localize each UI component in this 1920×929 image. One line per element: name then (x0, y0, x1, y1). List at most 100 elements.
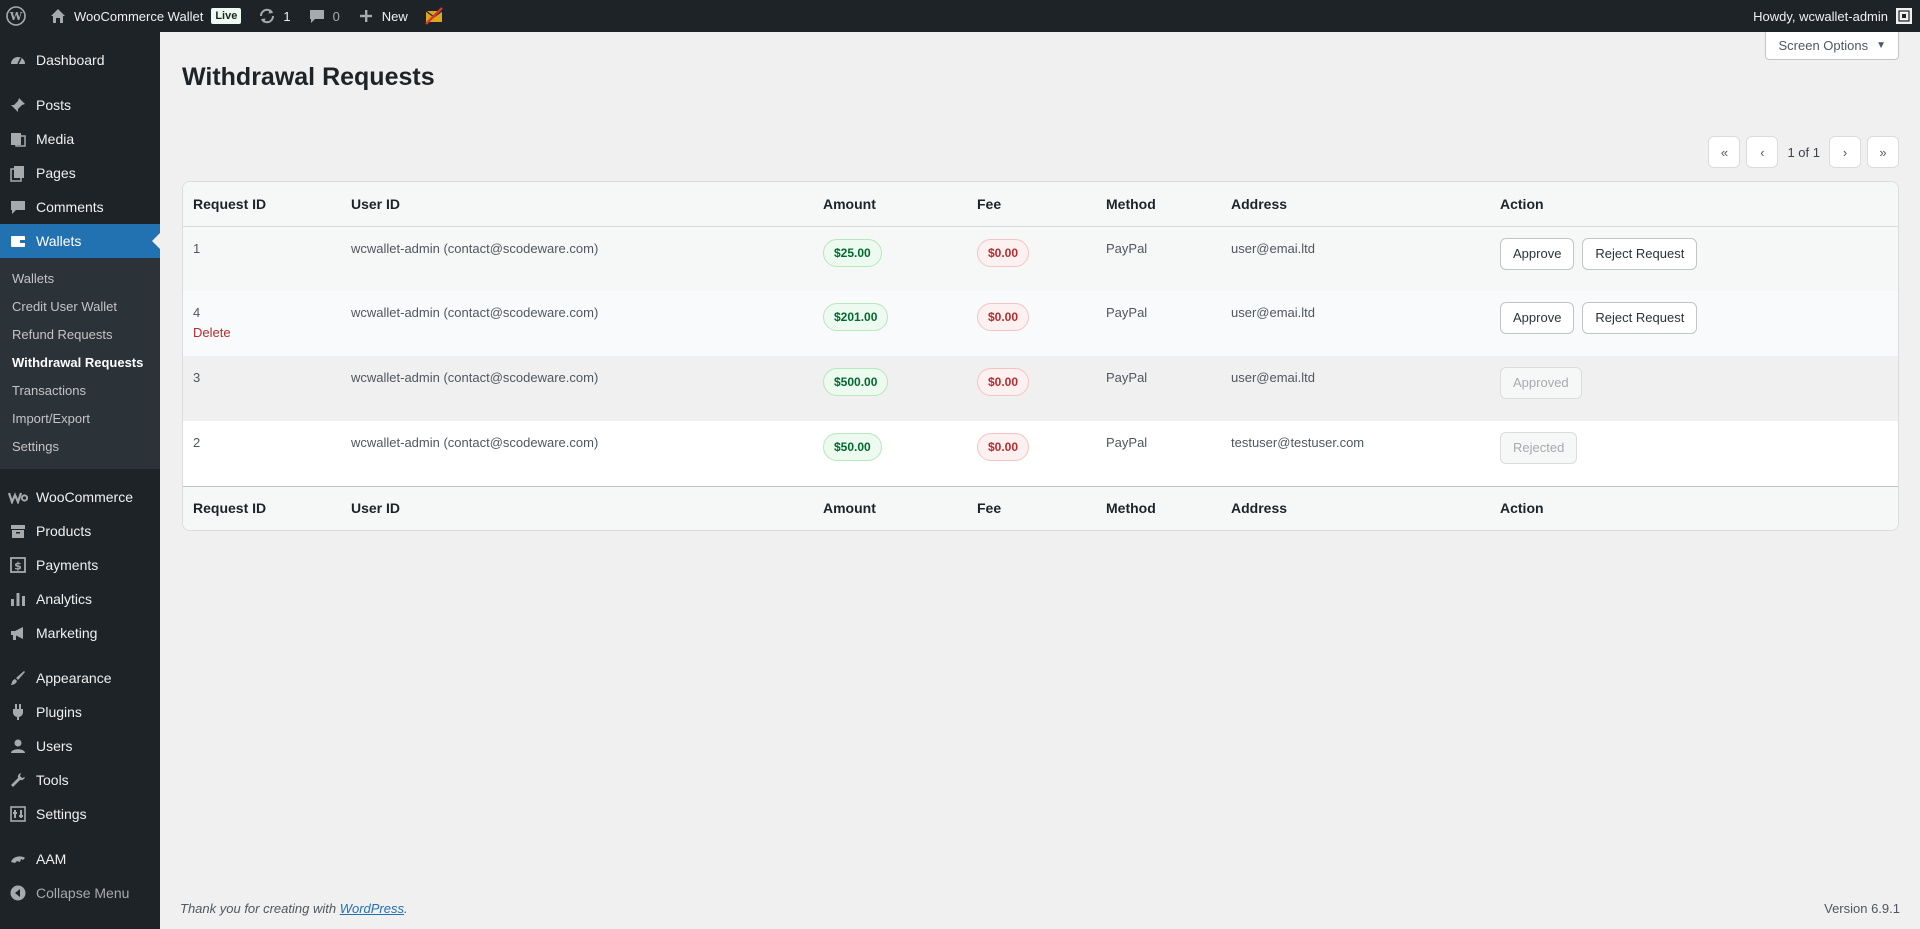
sidebar-item-label: Products (36, 523, 92, 539)
home-icon (48, 6, 68, 26)
sidebar-item-label: Settings (36, 806, 87, 822)
delete-link[interactable]: Delete (193, 325, 231, 340)
site-name-link[interactable]: WooCommerce Wallet Live (40, 0, 249, 32)
pages-icon (8, 163, 28, 183)
new-content-link[interactable]: New (348, 0, 416, 32)
sidebar-item-woocommerce[interactable]: WooCommerce (0, 480, 160, 514)
approve-button[interactable]: Approve (1500, 237, 1575, 270)
sidebar-item-pages[interactable]: Pages (0, 156, 160, 190)
reject-request-button[interactable]: Reject Request (1582, 237, 1698, 270)
request-id: 1 (193, 240, 201, 256)
column-footer-address: Address (1221, 485, 1490, 530)
submenu-item-transactions[interactable]: Transactions (12, 383, 86, 398)
request-id: 2 (193, 435, 201, 450)
pin-icon (8, 95, 28, 115)
method: PayPal (1096, 291, 1221, 356)
submenu-item-refund-requests[interactable]: Refund Requests (12, 327, 113, 342)
sidebar-item-label: Analytics (36, 591, 93, 607)
column-header-method: Method (1096, 182, 1221, 227)
sidebar-item-label: Pages (36, 165, 76, 181)
sidebar-item-label: Appearance (36, 670, 112, 686)
user-id: wcwallet-admin (contact@scodeware.com) (341, 226, 813, 291)
wordpress-link[interactable]: WordPress (339, 901, 404, 916)
submenu-item-import-export[interactable]: Import/Export (12, 411, 91, 426)
dashboard-icon (8, 50, 28, 70)
sidebar-item-marketing[interactable]: Marketing (0, 616, 160, 650)
updates-icon (257, 6, 277, 26)
new-label: New (381, 8, 408, 24)
footer-thanks-suffix: . (404, 901, 408, 916)
column-footer-method: Method (1096, 485, 1221, 530)
footer-thanks: Thank you for creating with WordPress. (180, 901, 408, 916)
sidebar-item-label: Tools (36, 772, 69, 788)
admin-bar: W WooCommerce Wallet Live 1 0 New Howdy,… (0, 0, 1920, 32)
submenu-item-settings[interactable]: Settings (12, 439, 59, 454)
column-footer-fee: Fee (967, 485, 1096, 530)
fee-badge: $0.00 (977, 368, 1030, 396)
submenu-item-withdrawal-requests[interactable]: Withdrawal Requests (12, 355, 144, 370)
mail-status-link[interactable] (416, 0, 458, 32)
column-header-fee: Fee (967, 182, 1096, 227)
address: user@emai.ltd (1221, 291, 1490, 356)
sidebar-item-settings[interactable]: Settings (0, 797, 160, 831)
submenu-item-credit-user-wallet[interactable]: Credit User Wallet (12, 299, 117, 314)
comments-link[interactable]: 0 (299, 0, 348, 32)
method: PayPal (1096, 356, 1221, 421)
sidebar-item-products[interactable]: Products (0, 514, 160, 548)
prev-page-button[interactable]: ‹ (1746, 136, 1779, 168)
wrench-icon (8, 770, 28, 790)
my-account-link[interactable]: Howdy, wcwallet-admin (1745, 0, 1920, 32)
sidebar-item-label: Users (36, 738, 73, 754)
table-row: 1 wcwallet-admin (contact@scodeware.com)… (183, 226, 1898, 291)
sidebar-item-label: Comments (36, 199, 104, 215)
comments-count: 0 (332, 8, 340, 24)
sidebar-item-media[interactable]: Media (0, 122, 160, 156)
sidebar-item-label: WooCommerce (36, 489, 133, 505)
wordpress-logo-button[interactable]: W (0, 0, 40, 32)
collapse-icon (8, 883, 28, 903)
updates-link[interactable]: 1 (249, 0, 298, 32)
plug-icon (8, 702, 28, 722)
request-id: 4 (193, 305, 201, 320)
sidebar-item-aam[interactable]: AAM (0, 842, 160, 876)
avatar (1896, 8, 1912, 24)
live-badge: Live (211, 8, 242, 24)
screen-options-button[interactable]: Screen Options ▼ (1765, 32, 1899, 60)
sidebar-item-dashboard[interactable]: Dashboard (0, 43, 160, 77)
reject-request-button[interactable]: Reject Request (1582, 302, 1698, 334)
collapse-menu-button[interactable]: Collapse Menu (0, 876, 160, 910)
plus-icon (356, 6, 376, 26)
address: testuser@testuser.com (1221, 421, 1490, 486)
sidebar-item-analytics[interactable]: Analytics (0, 582, 160, 616)
amount-badge: $50.00 (823, 433, 882, 461)
column-footer-amount: Amount (813, 485, 967, 530)
sidebar-item-tools[interactable]: Tools (0, 763, 160, 797)
sidebar-item-appearance[interactable]: Appearance (0, 661, 160, 695)
sidebar-item-label: Posts (36, 97, 72, 113)
svg-text:$: $ (14, 560, 22, 573)
address: user@emai.ltd (1221, 356, 1490, 421)
method: PayPal (1096, 226, 1221, 291)
sidebar-item-comments[interactable]: Comments (0, 190, 160, 224)
next-page-button[interactable]: › (1829, 136, 1861, 168)
settings-icon (8, 804, 28, 824)
first-page-button[interactable]: « (1708, 136, 1741, 168)
approve-button[interactable]: Approve (1500, 302, 1575, 334)
last-page-button[interactable]: » (1867, 136, 1899, 168)
approved-status-button: Approved (1500, 367, 1582, 399)
fee-badge: $0.00 (977, 238, 1030, 267)
sidebar-item-users[interactable]: Users (0, 729, 160, 763)
page-title: Withdrawal Requests (182, 63, 435, 91)
sidebar-item-wallets[interactable]: Wallets (0, 224, 160, 258)
svg-text:W: W (9, 10, 23, 23)
sidebar-item-label: Media (36, 131, 75, 147)
column-footer-request-id: Request ID (183, 485, 341, 530)
user-id: wcwallet-admin (contact@scodeware.com) (341, 356, 813, 421)
submenu-item-wallets[interactable]: Wallets (12, 271, 55, 286)
footer-version: Version 6.9.1 (1824, 901, 1900, 916)
sidebar-item-posts[interactable]: Posts (0, 88, 160, 122)
sidebar-item-label: Collapse Menu (36, 885, 130, 901)
howdy-text: Howdy, wcwallet-admin (1753, 8, 1888, 24)
sidebar-item-payments[interactable]: $ Payments (0, 548, 160, 582)
sidebar-item-plugins[interactable]: Plugins (0, 695, 160, 729)
